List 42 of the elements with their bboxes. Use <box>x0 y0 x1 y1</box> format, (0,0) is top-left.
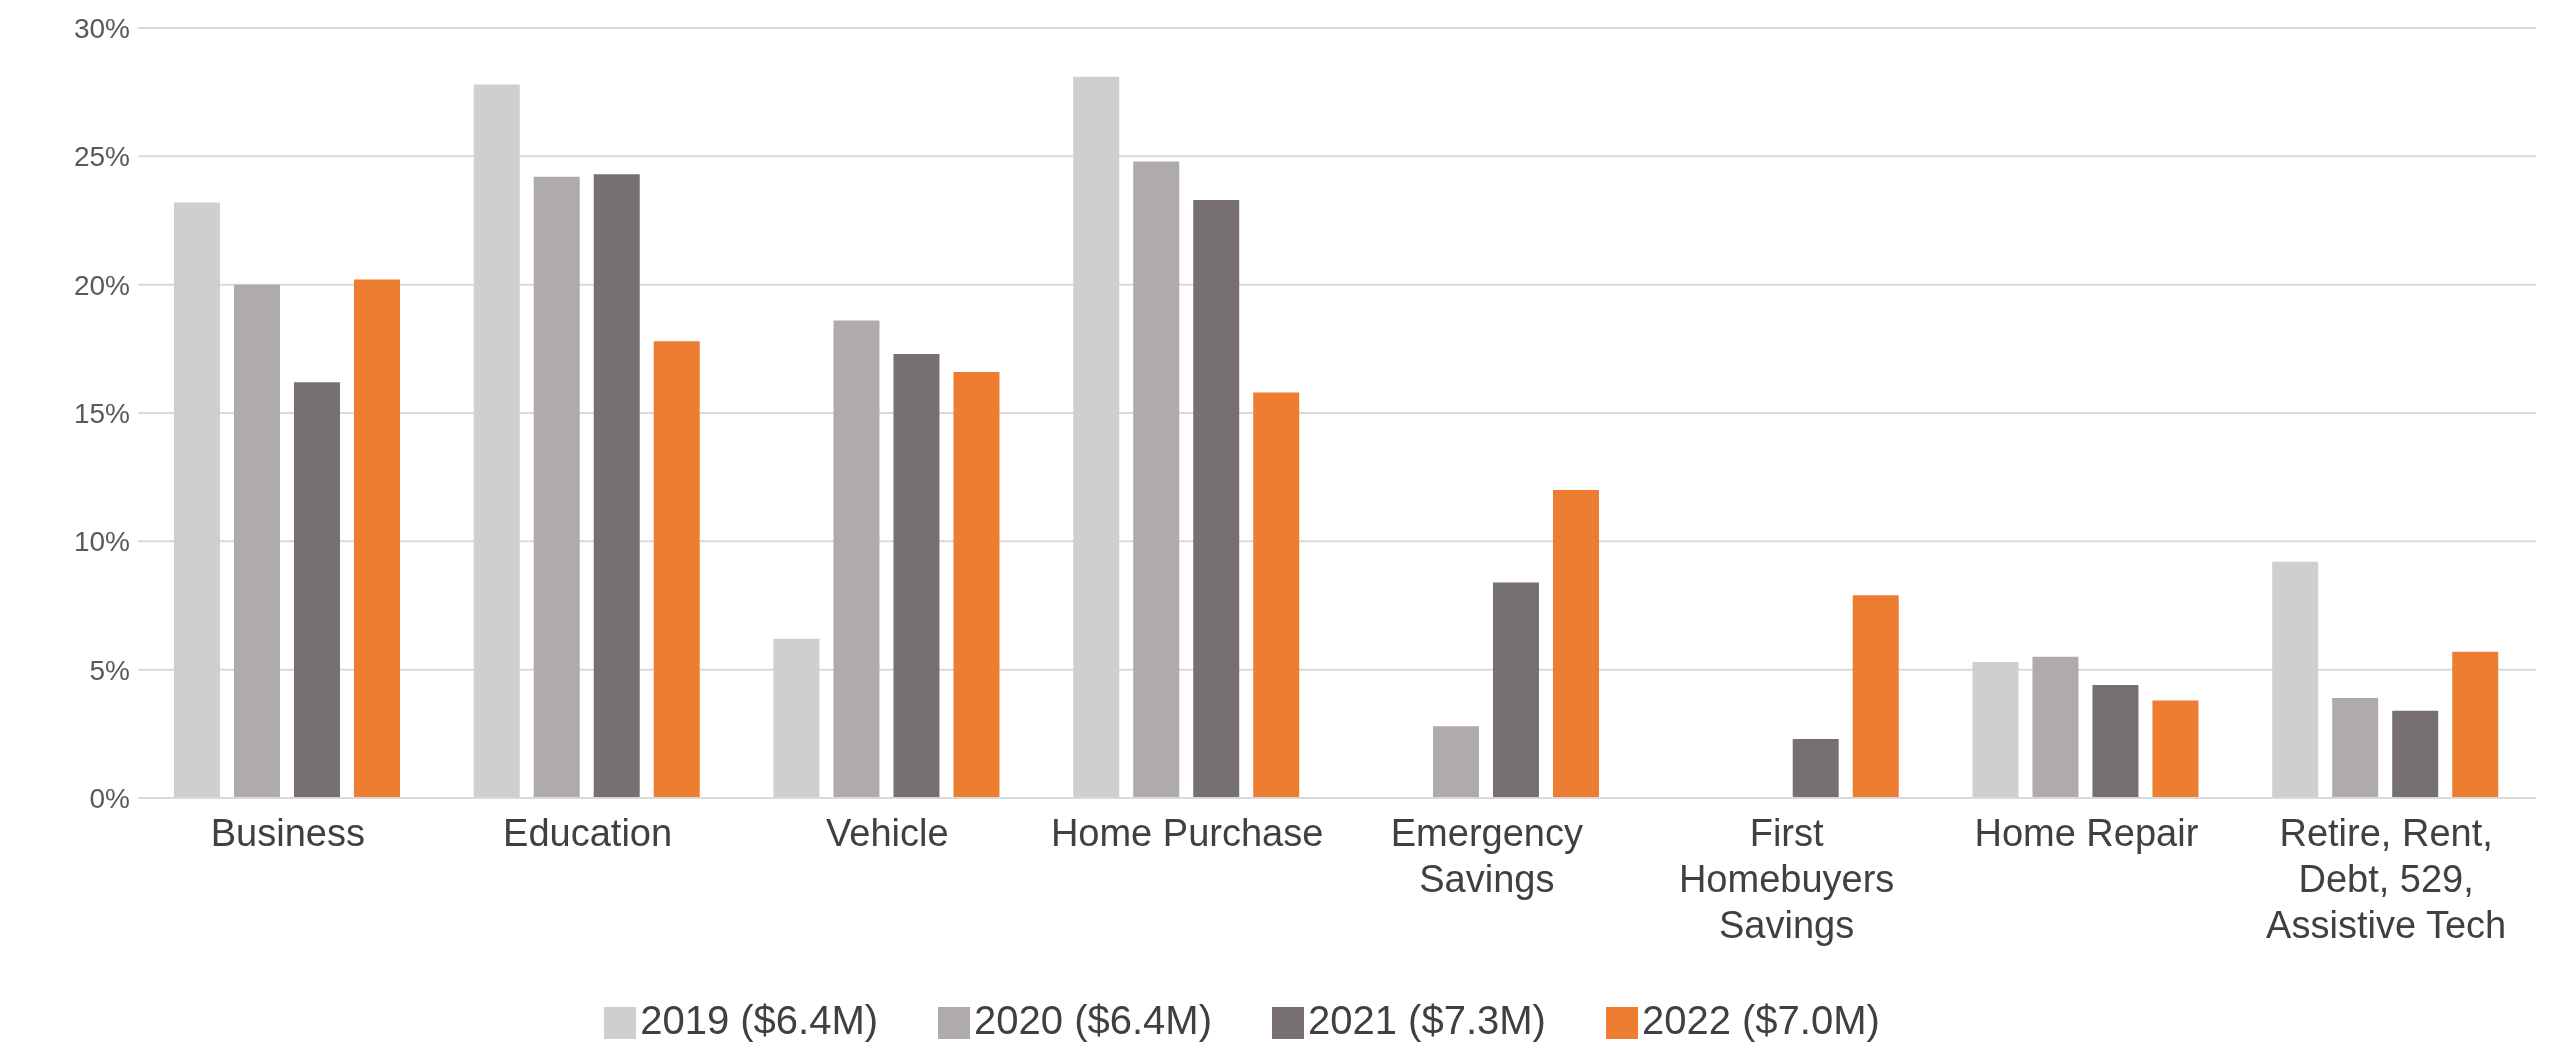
y-tick-label: 30% <box>73 12 130 44</box>
bar <box>2032 656 2079 798</box>
bar <box>2092 685 2139 798</box>
x-tick-label: First Homebuyers Savings <box>1678 812 1895 946</box>
bar <box>2392 710 2439 798</box>
bar <box>1492 582 1539 798</box>
bar <box>1193 199 1240 798</box>
x-tick-label: Vehicle <box>826 812 949 854</box>
bar <box>953 371 1000 798</box>
bar <box>833 320 880 798</box>
x-tick-label: Education <box>503 812 673 854</box>
x-tick-label: Home Repair <box>1974 812 2199 854</box>
bar <box>1792 738 1839 798</box>
y-tick-label: 25% <box>73 141 130 173</box>
bar <box>1552 490 1599 798</box>
y-tick-label: 10% <box>73 526 130 558</box>
x-tick-label: Retire, Rent, Debt, 529, Assistive Tech <box>2266 812 2507 946</box>
x-tick-label: Emergency Savings <box>1390 812 1583 900</box>
bar <box>1432 726 1479 798</box>
bar <box>293 382 340 798</box>
bar <box>1133 161 1180 798</box>
bar <box>353 279 400 798</box>
legend-label: 2022 ($7.0M) <box>1641 998 1880 1042</box>
y-tick-label: 5% <box>89 654 130 686</box>
y-tick-label: 0% <box>89 782 130 814</box>
y-tick-label: 15% <box>73 397 130 429</box>
bar <box>2452 651 2499 798</box>
legend-label: 2021 ($7.3M) <box>1308 998 1546 1042</box>
bar <box>893 353 940 798</box>
x-tick-label: Business <box>210 812 365 854</box>
bar <box>233 284 280 798</box>
y-tick-label: 20% <box>73 269 130 301</box>
bar <box>2152 700 2199 798</box>
legend-label: 2019 ($6.4M) <box>640 998 879 1042</box>
bar <box>2332 697 2379 798</box>
legend-label: 2020 ($6.4M) <box>974 998 1212 1042</box>
bar <box>653 341 700 798</box>
bar <box>533 176 580 798</box>
bar <box>1852 595 1899 798</box>
x-tick-label: Home Purchase <box>1050 812 1324 854</box>
bar <box>1253 392 1300 798</box>
bar <box>593 174 640 798</box>
